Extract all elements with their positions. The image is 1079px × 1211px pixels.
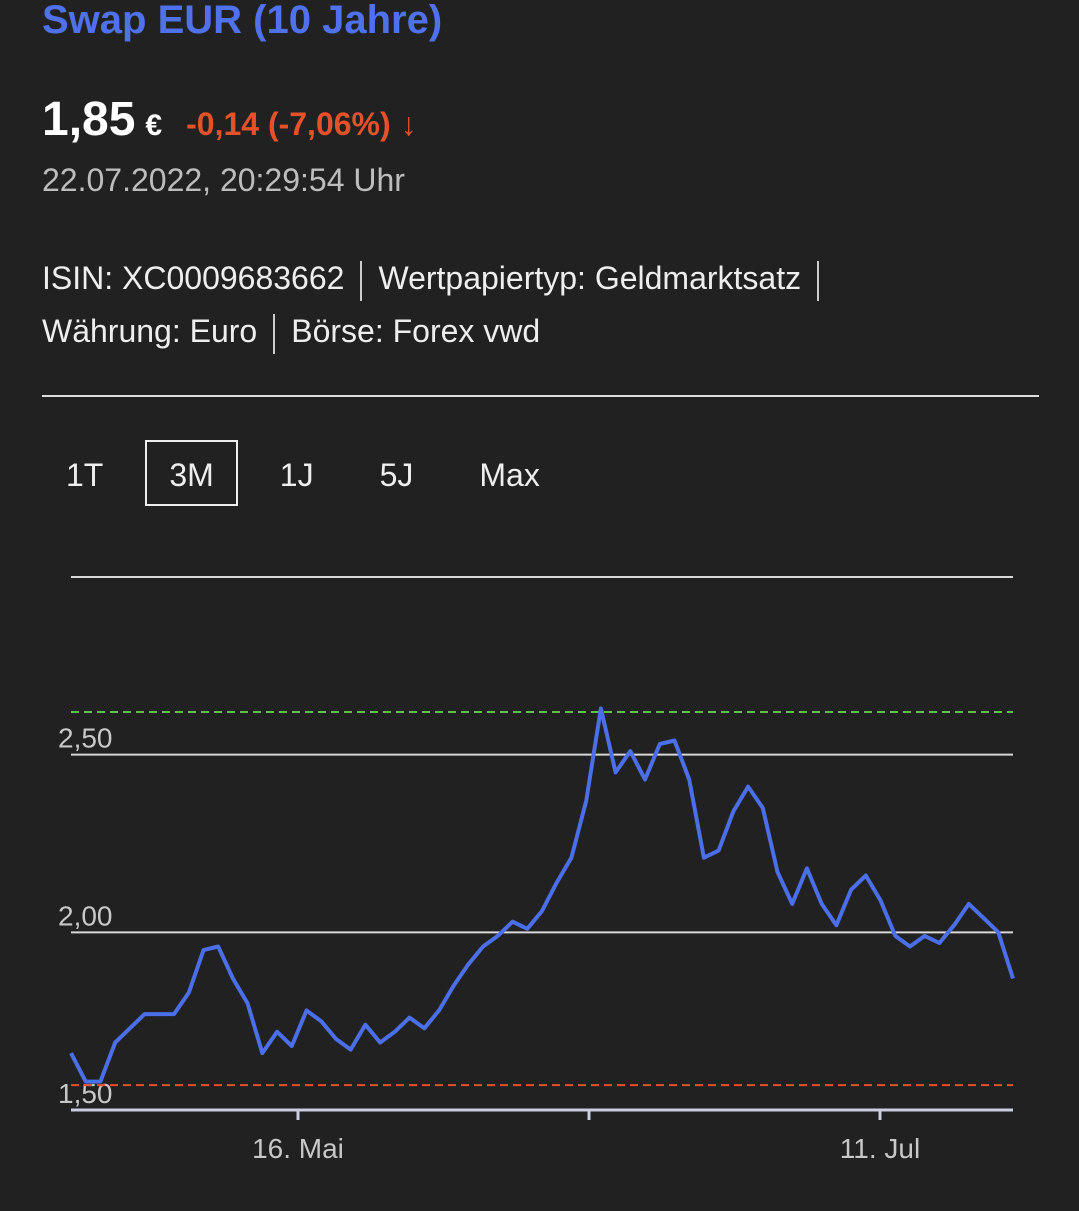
price: 1,85: [42, 93, 136, 146]
price-line: [69, 706, 1015, 1084]
y-tick-label: 2,50: [58, 723, 113, 754]
currency: €: [145, 109, 163, 142]
tab-1j[interactable]: 1J: [279, 457, 314, 493]
exchange: Börse: Forex vwd: [291, 313, 541, 349]
tab-1t[interactable]: 1T: [66, 457, 104, 493]
tab-5j[interactable]: 5J: [379, 457, 414, 493]
y-tick-label: 2,00: [58, 900, 113, 931]
arrow-down-icon: ↓: [400, 106, 417, 142]
x-tick-label: 16. Mai: [252, 1133, 344, 1164]
separator: [817, 260, 820, 301]
page-title: Swap EUR (10 Jahre): [42, 0, 443, 42]
instrument-meta: ISIN: XC0009683662 Wertpapiertyp: Geldmar…: [42, 252, 1042, 358]
separator: [360, 260, 363, 301]
security-type: Wertpapiertyp: Geldmarktsatz: [378, 260, 802, 296]
timestamp: 22.07.2022, 20:29:54 Uhr: [42, 162, 405, 198]
isin: ISIN: XC0009683662: [42, 260, 345, 296]
divider: [42, 395, 1039, 397]
price-change: -0,14 (-7,06%): [186, 106, 391, 142]
x-tick-label: 11. Jul: [840, 1133, 920, 1164]
range-tabs: 1T 3M 1J 5J Max: [42, 440, 582, 506]
tab-max[interactable]: Max: [479, 457, 540, 493]
tab-3m[interactable]: 3M: [145, 440, 238, 506]
separator: [273, 313, 276, 354]
currency-info: Währung: Euro: [42, 313, 258, 349]
price-row: 1,85 € -0,14 (-7,06%) ↓: [42, 92, 417, 147]
